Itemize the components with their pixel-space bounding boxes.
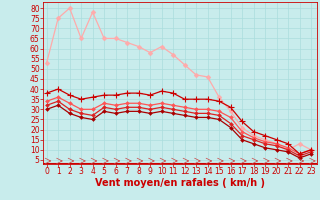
X-axis label: Vent moyen/en rafales ( km/h ): Vent moyen/en rafales ( km/h ) [95, 178, 265, 188]
